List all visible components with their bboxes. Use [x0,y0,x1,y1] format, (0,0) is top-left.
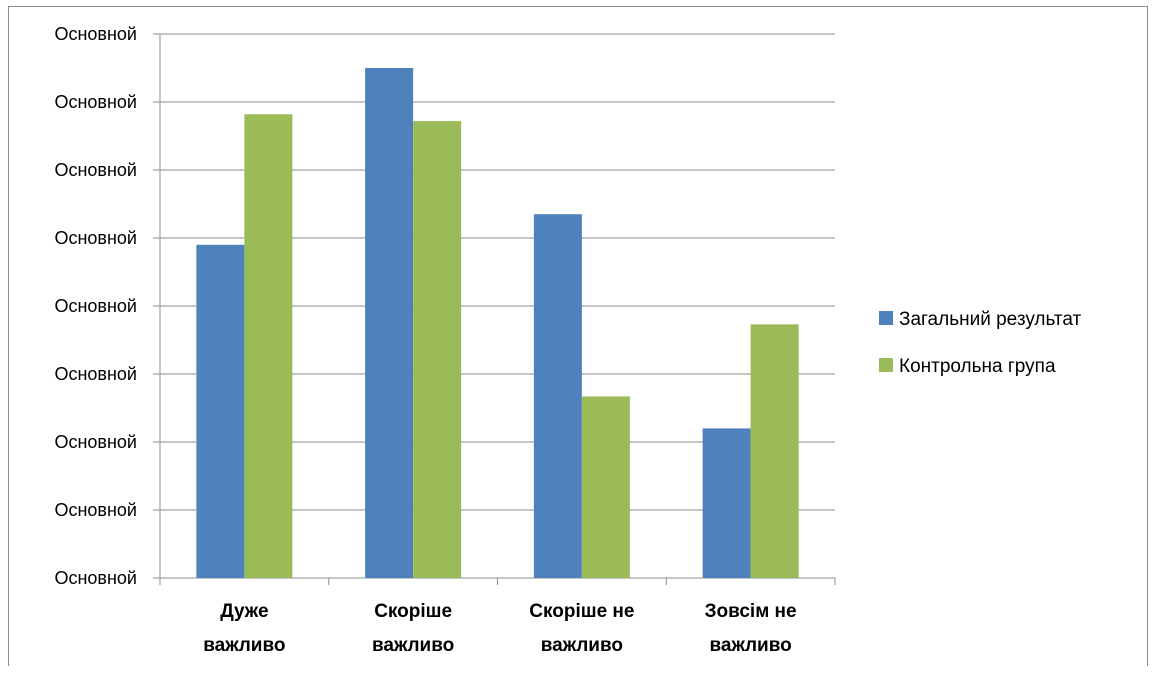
bar [413,121,462,578]
y-tick-label: Основной [54,568,137,588]
legend-swatch [879,311,893,325]
legend-label: Загальний результат [899,309,1082,330]
y-tick-label: Основной [54,432,137,452]
category-label: Зовсім не [705,601,797,622]
category-label: Дуже [220,601,268,622]
y-tick-label: Основной [54,296,137,316]
bar [702,428,751,578]
bar [533,214,582,578]
y-tick-label: Основной [54,228,137,248]
category-label: важливо [203,635,285,656]
legend-label: Контрольна група [899,356,1056,377]
category-label: важливо [372,635,454,656]
legend-swatch [879,358,893,372]
y-tick-label: Основной [54,92,137,112]
bar [750,324,799,578]
y-tick-label: Основной [54,364,137,384]
category-label: Скоріше не [529,601,634,622]
category-label: важливо [709,635,791,656]
y-tick-label: Основной [54,500,137,520]
bar [365,68,414,578]
y-tick-label: Основной [54,160,137,180]
bar [196,244,245,579]
category-label: Скоріше [374,601,452,622]
bar [244,114,293,579]
chart-frame [8,6,1148,666]
bar [581,396,630,578]
category-label: важливо [541,635,623,656]
y-tick-label: Основной [54,24,137,44]
